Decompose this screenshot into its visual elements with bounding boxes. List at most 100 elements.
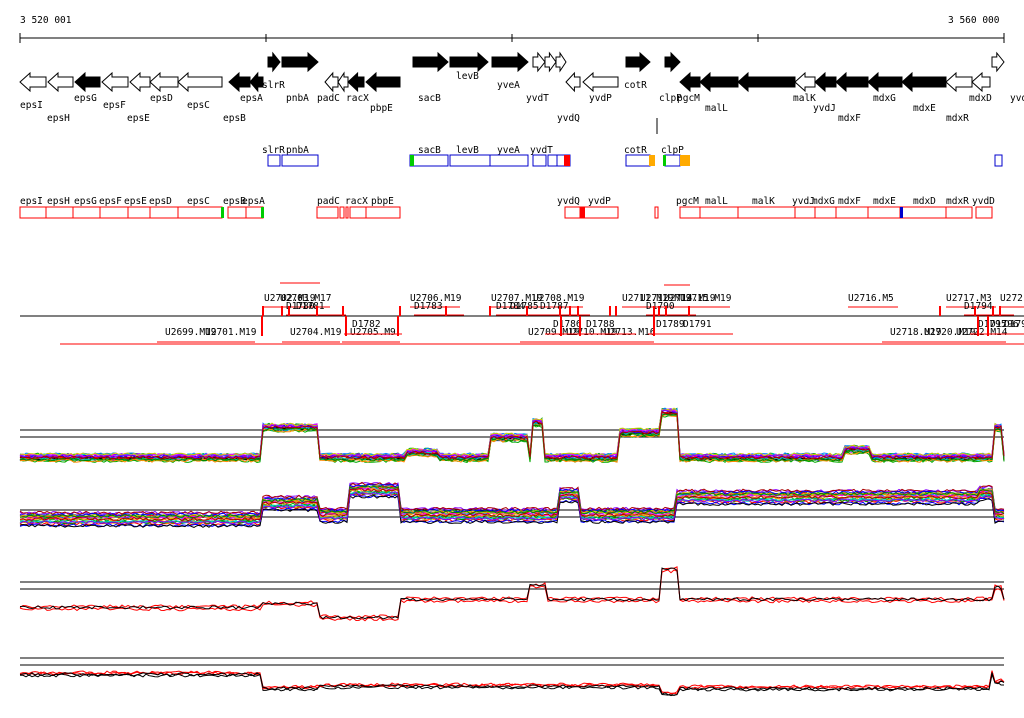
- operon-box[interactable]: [349, 206, 367, 219]
- operon-box[interactable]: [127, 206, 151, 219]
- gene-arrow[interactable]: [228, 71, 251, 93]
- terminator-marker: [649, 155, 655, 166]
- gene-arrow[interactable]: [267, 51, 281, 73]
- operon-label-mdxF: mdxF: [838, 196, 861, 207]
- gene-arrow[interactable]: [101, 71, 129, 93]
- gene-arrow[interactable]: [74, 71, 101, 93]
- operon-box[interactable]: [679, 206, 701, 219]
- transcription-unit-box[interactable]: [625, 154, 651, 167]
- operon-box[interactable]: [814, 206, 837, 219]
- gene-arrow[interactable]: [491, 51, 529, 73]
- probe-label-U2716.M5: U2716.M5: [848, 293, 894, 304]
- gene-label-malL: malL: [705, 103, 728, 114]
- operon-label-epsG: epsG: [74, 196, 97, 207]
- gene-arrow[interactable]: [582, 71, 619, 93]
- gene-arrow[interactable]: [814, 71, 837, 93]
- transcription-unit-box[interactable]: [664, 154, 681, 167]
- gene-arrow[interactable]: [565, 71, 581, 93]
- operon-box[interactable]: [867, 206, 901, 219]
- expression-line: [19, 567, 1005, 620]
- gene-arrow[interactable]: [19, 71, 47, 93]
- expression-line: [19, 491, 1005, 525]
- operon-box[interactable]: [339, 206, 345, 219]
- gene-label-epsB: epsB: [223, 113, 246, 124]
- gene-arrow[interactable]: [324, 71, 339, 93]
- gene-arrow[interactable]: [449, 51, 489, 73]
- gene-arrow[interactable]: [532, 51, 546, 73]
- operon-box[interactable]: [72, 206, 101, 219]
- operon-box[interactable]: [245, 206, 264, 219]
- gene-arrow[interactable]: [625, 51, 651, 73]
- gene-arrow[interactable]: [679, 71, 701, 93]
- operon-box[interactable]: [99, 206, 129, 219]
- operon-box[interactable]: [316, 206, 339, 219]
- probe-label-D1795: D1795: [978, 319, 1007, 330]
- gene-arrow[interactable]: [249, 71, 264, 93]
- gene-arrow[interactable]: [347, 71, 365, 93]
- gene-arrow[interactable]: [901, 71, 947, 93]
- operon-box[interactable]: [699, 206, 739, 219]
- gene-arrow[interactable]: [177, 71, 223, 93]
- gene-label-malK: malK: [793, 93, 816, 104]
- transcription-unit-track: slrR pnbA sacB levB yveA yvdT cotR clpP: [262, 145, 1003, 167]
- gene-arrow[interactable]: [991, 51, 1005, 73]
- gene-arrow[interactable]: [129, 71, 151, 93]
- operon-box[interactable]: [835, 206, 869, 219]
- operon-label-epsA: epsA: [242, 196, 265, 207]
- gene-arrow[interactable]: [412, 51, 449, 73]
- operon-box[interactable]: [975, 206, 993, 219]
- operon-box[interactable]: [227, 206, 247, 219]
- transcription-unit-box[interactable]: [281, 154, 319, 167]
- ruler-start-label: 3 520 001: [20, 15, 72, 26]
- gene-arrow[interactable]: [365, 71, 401, 93]
- operon-box[interactable]: [794, 206, 816, 219]
- operon-label-mdxG: mdxG: [812, 196, 835, 207]
- operon-box[interactable]: [365, 206, 401, 219]
- probe-label-U2710.M19: U2710.M19: [566, 327, 618, 338]
- probe-label-D1781: D1781: [296, 301, 325, 312]
- transcription-unit-box[interactable]: [267, 154, 281, 167]
- gene-arrow[interactable]: [699, 71, 739, 93]
- gene-arrow[interactable]: [337, 71, 349, 93]
- gene-arrow[interactable]: [664, 51, 681, 73]
- probe-label-U2707.M19: U2707.M19: [491, 293, 543, 304]
- operon-box[interactable]: [737, 206, 796, 219]
- operon-box[interactable]: [149, 206, 179, 219]
- probe-label-D1782: D1782: [352, 319, 381, 330]
- transcription-unit-box[interactable]: [547, 154, 558, 167]
- gene-arrow[interactable]: [794, 71, 816, 93]
- transcription-unit-box[interactable]: [994, 154, 1003, 167]
- gene-arrow[interactable]: [867, 71, 903, 93]
- operon-box[interactable]: [654, 206, 659, 219]
- gene-arrow[interactable]: [835, 71, 869, 93]
- gene-arrow[interactable]: [281, 51, 319, 73]
- operon-box[interactable]: [945, 206, 973, 219]
- transcription-unit-box[interactable]: [532, 154, 547, 167]
- operon-box[interactable]: [564, 206, 581, 219]
- operon-box[interactable]: [899, 206, 947, 219]
- probe-label-U2718.M19: U2718.M19: [890, 327, 942, 338]
- operon-box[interactable]: [45, 206, 74, 219]
- operon-box[interactable]: [177, 206, 223, 219]
- transcription-unit-box[interactable]: [489, 154, 529, 167]
- tu-label-pnbA: pnbA: [286, 145, 309, 156]
- tu-label-clpP: clpP: [661, 145, 684, 156]
- operon-label-mdxR: mdxR: [946, 196, 969, 207]
- gene-arrow[interactable]: [47, 71, 74, 93]
- probe-label-U2715.M19: U2715.M19: [680, 293, 732, 304]
- operon-box[interactable]: [579, 206, 619, 219]
- transcription-unit-box[interactable]: [409, 154, 449, 167]
- gene-label-epsE: epsE: [127, 113, 150, 124]
- gene-arrow[interactable]: [945, 71, 973, 93]
- gene-arrow[interactable]: [149, 71, 179, 93]
- operon-box[interactable]: [345, 206, 349, 219]
- probe-label-U2714.M19: U2714.M19: [664, 293, 716, 304]
- gene-arrow[interactable]: [555, 51, 567, 73]
- operon-label-epsE: epsE: [124, 196, 147, 207]
- transcription-unit-box[interactable]: [449, 154, 491, 167]
- gene-arrow[interactable]: [737, 71, 796, 93]
- gene-arrow[interactable]: [971, 71, 991, 93]
- probe-label-D1790: D1790: [646, 301, 675, 312]
- gene-arrow[interactable]: [544, 51, 557, 73]
- operon-box[interactable]: [19, 206, 47, 219]
